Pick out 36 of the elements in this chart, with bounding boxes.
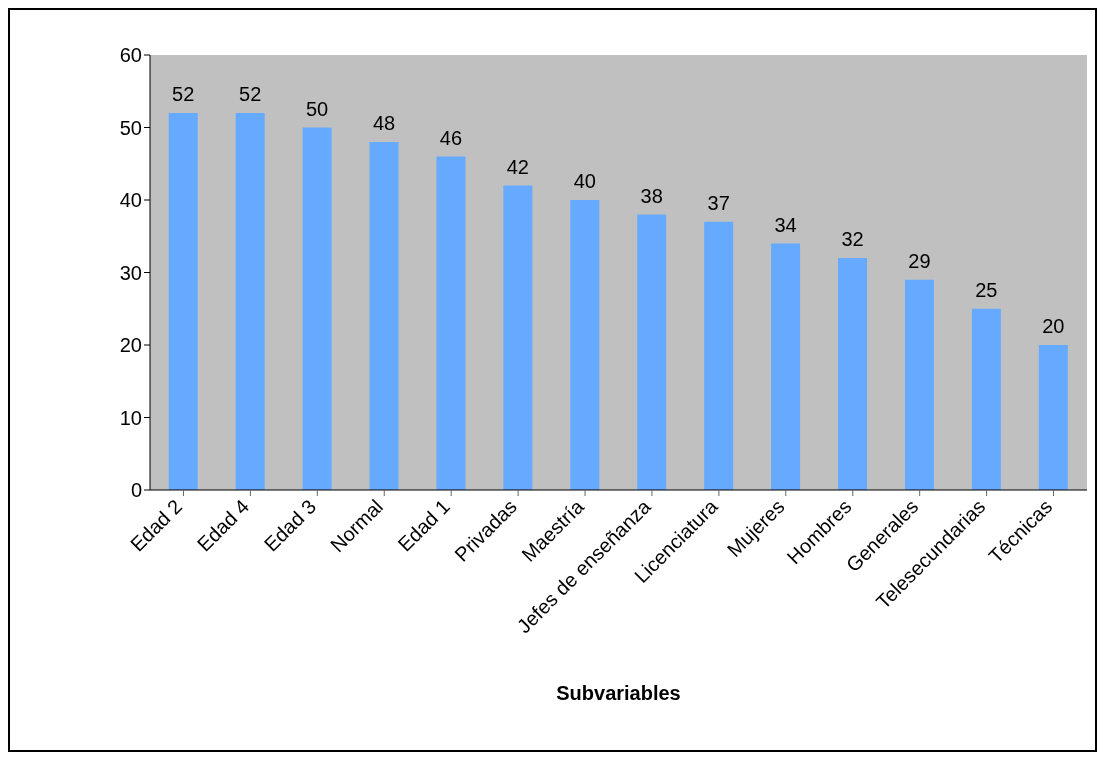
bar <box>637 214 667 490</box>
y-tick-label: 50 <box>119 116 142 139</box>
data-label: 48 <box>372 112 396 134</box>
data-label: 38 <box>640 184 663 207</box>
bar <box>570 200 600 490</box>
bar <box>503 185 533 490</box>
bar <box>704 221 734 490</box>
data-label: 29 <box>908 249 931 272</box>
data-label: 46 <box>439 126 463 149</box>
x-axis-title: Subvariables <box>556 682 681 704</box>
bar <box>838 258 868 490</box>
data-label: 52 <box>239 83 262 105</box>
data-label: 50 <box>305 97 329 120</box>
bar <box>302 127 332 490</box>
data-label: 34 <box>774 213 797 236</box>
data-label: 42 <box>506 155 530 178</box>
y-tick-label: 60 <box>119 44 142 67</box>
y-tick-label: 20 <box>119 334 142 357</box>
y-tick-label: 0 <box>130 479 142 502</box>
y-tick-label: 30 <box>119 261 142 284</box>
bar <box>168 113 198 490</box>
data-label: 40 <box>573 170 596 192</box>
data-label: 25 <box>975 278 998 301</box>
data-label: 20 <box>1042 315 1065 337</box>
bar <box>904 279 934 490</box>
bar <box>771 243 801 490</box>
data-label: 52 <box>172 83 195 105</box>
y-tick-label: 40 <box>119 189 142 212</box>
bar <box>369 142 399 490</box>
bar <box>436 156 466 490</box>
data-label: 37 <box>707 191 730 214</box>
y-tick-label: 10 <box>119 406 142 429</box>
data-label: 32 <box>841 228 864 250</box>
bar <box>1038 345 1068 490</box>
bar <box>971 308 1001 490</box>
bar <box>235 113 265 490</box>
